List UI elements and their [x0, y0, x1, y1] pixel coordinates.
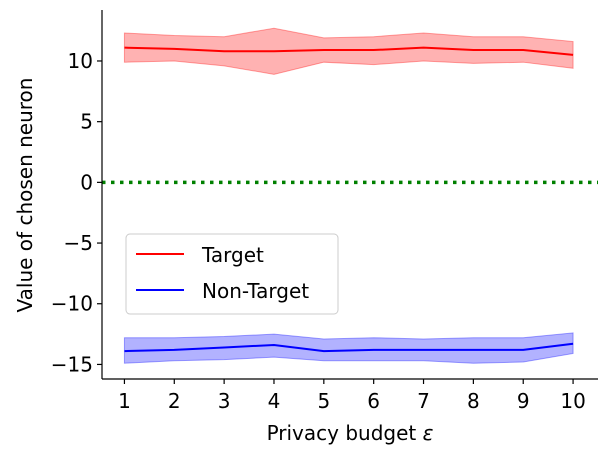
legend-label-non-target: Non-Target [202, 279, 309, 303]
x-tick-label: 8 [467, 389, 480, 413]
legend: Target Non-Target [125, 233, 339, 315]
y-tick-label: −10 [51, 292, 93, 316]
x-tick-label: 6 [367, 389, 380, 413]
y-tick-label: −15 [51, 352, 93, 376]
y-axis-label: Value of chosen neuron [13, 78, 37, 313]
x-tick-label: 3 [218, 389, 231, 413]
x-axis-label-symbol: ε [423, 421, 434, 445]
line-target [124, 46, 574, 56]
x-tick-label: 10 [560, 389, 585, 413]
y-tick-label: 5 [80, 110, 93, 134]
line-non-target [124, 342, 574, 353]
x-tick-label: 1 [118, 389, 131, 413]
x-tick-label: 5 [317, 389, 330, 413]
y-tick-label: −5 [64, 231, 93, 255]
y-ticks: 10 5 0 −5 −10 −15 [51, 49, 102, 376]
x-tick-label: 7 [417, 389, 430, 413]
x-axis-label: Privacy budget ε [267, 421, 434, 445]
band-target [123, 27, 574, 75]
y-tick-label: 0 [80, 170, 93, 194]
band-non-target [123, 332, 574, 364]
confidence-bands [123, 27, 574, 364]
x-ticks: 1 2 3 4 5 6 7 8 9 10 [118, 379, 586, 413]
x-tick-label: 9 [517, 389, 530, 413]
series-lines [124, 46, 574, 353]
legend-label-target: Target [201, 243, 264, 267]
y-tick-label: 10 [68, 49, 93, 73]
x-tick-label: 4 [268, 389, 281, 413]
x-tick-label: 2 [168, 389, 181, 413]
